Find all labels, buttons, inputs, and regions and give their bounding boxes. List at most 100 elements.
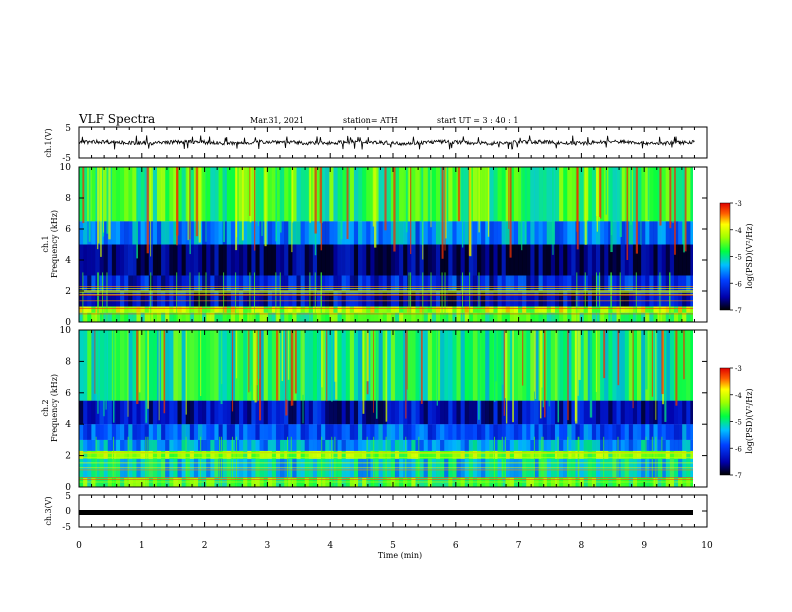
spectrogram-streak xyxy=(100,167,102,257)
spectrogram-cell xyxy=(632,221,638,245)
spectrogram-cell xyxy=(431,291,437,307)
spectrogram-cell xyxy=(115,244,121,276)
spectrogram-cell xyxy=(132,275,137,291)
spectrogram-cell xyxy=(620,450,625,459)
spectrogram-cell xyxy=(156,167,162,222)
spectrogram-cell xyxy=(181,424,186,440)
spectrogram-streak xyxy=(501,330,504,385)
spectrogram-cell xyxy=(641,291,646,307)
spectrogram-cell xyxy=(526,424,531,440)
spectrogram-cell xyxy=(649,439,654,451)
spectrogram-cell xyxy=(489,221,494,245)
spectrogram-cell xyxy=(341,400,346,425)
spectrogram-cell xyxy=(103,400,109,425)
spectrogram-cell xyxy=(497,167,502,222)
spectrogram-cell xyxy=(337,439,342,451)
spectrogram-cell xyxy=(288,275,293,291)
ch3-ytick-5: 5 xyxy=(65,492,71,502)
spectrogram-cell xyxy=(518,244,523,276)
spectrogram-cell xyxy=(308,275,314,291)
spectrogram-cell xyxy=(464,439,470,451)
spectrogram-streak xyxy=(185,330,187,415)
spectrogram-cell xyxy=(271,450,277,459)
spectrogram-streak xyxy=(635,167,639,254)
spectrogram-cell xyxy=(579,439,584,451)
spectrogram-cell xyxy=(120,167,125,222)
spectrogram-cell xyxy=(136,312,141,322)
spectrogram-cell xyxy=(366,424,371,440)
spectrogram-cell xyxy=(243,221,248,245)
spectrogram-cell xyxy=(415,450,420,459)
spectrogram-cell xyxy=(156,306,162,313)
spectrogram-cell xyxy=(308,306,314,313)
spectrogram-cell xyxy=(399,400,404,425)
spectrogram-streak xyxy=(669,272,671,322)
spectrogram-cell xyxy=(165,167,170,222)
spectrogram-cell xyxy=(173,439,178,451)
spectrogram-cell xyxy=(218,167,223,222)
spectrogram-cell xyxy=(411,439,416,451)
spectrogram-cell xyxy=(403,424,408,440)
spectrogram-cell xyxy=(284,306,289,313)
spectrogram-cell xyxy=(115,312,121,322)
spectrogram-cell xyxy=(144,312,150,322)
colorbar-tick-label: -6 xyxy=(735,445,742,453)
spectrogram-streak xyxy=(275,330,279,401)
spectrogram-cell xyxy=(546,221,552,245)
spectrogram-cell xyxy=(267,424,273,440)
spectrogram-cell xyxy=(501,167,507,222)
spectrogram-streak xyxy=(603,330,606,379)
spectrogram-streak xyxy=(444,167,447,239)
spectrogram-cell xyxy=(87,424,92,440)
spectrogram-cell xyxy=(538,424,543,440)
spectrogram-streak xyxy=(567,436,569,487)
spectrogram-cell xyxy=(456,275,461,291)
spectrogram-cell xyxy=(513,306,519,313)
spectrogram-cell xyxy=(173,424,178,440)
spectrogram-streak xyxy=(254,272,256,322)
spectrogram-cell xyxy=(140,221,145,245)
spectrogram-cell xyxy=(390,291,396,307)
spectrogram-cell xyxy=(448,330,453,401)
spectrogram-cell xyxy=(296,439,301,451)
spectrogram-cell xyxy=(485,221,490,245)
spectrogram-cell xyxy=(600,400,605,425)
frequency-tick-label: 0 xyxy=(65,318,71,328)
spectrogram-cell xyxy=(600,439,605,451)
spectrogram-line xyxy=(79,479,693,480)
spectrogram-cell xyxy=(678,306,683,313)
spectrogram-cell xyxy=(239,244,244,276)
spectrogram-cell xyxy=(419,275,424,291)
spectrogram-cell xyxy=(325,400,330,425)
spectrogram-cell xyxy=(99,244,104,276)
spectrogram-cell xyxy=(464,424,470,440)
spectrogram-cell xyxy=(563,167,568,222)
frequency-tick-label: 6 xyxy=(65,225,71,235)
spectrogram-cell xyxy=(189,312,195,322)
spectrogram-cell xyxy=(493,167,498,222)
spectrogram-cell xyxy=(456,330,461,401)
spectrogram-cell xyxy=(657,400,662,425)
spectrogram-cell xyxy=(218,450,223,459)
spectrogram-cell xyxy=(591,291,597,307)
ch3-ytick-0: 0 xyxy=(65,507,71,517)
spectrogram-cell xyxy=(300,424,305,440)
spectrogram-cell xyxy=(489,439,494,451)
spectrogram-streak xyxy=(326,330,328,402)
spectrogram-cell xyxy=(472,244,478,276)
spectrogram-cell xyxy=(288,221,293,245)
spectrogram-cell xyxy=(682,244,687,276)
spectrogram-cell xyxy=(185,439,191,451)
spectrogram-cell xyxy=(399,221,404,245)
spectrogram-line xyxy=(79,286,693,287)
spectrogram-streak xyxy=(587,167,589,221)
spectrogram-cell xyxy=(255,167,260,222)
spectrogram-cell xyxy=(559,167,564,222)
spectrogram-cell xyxy=(448,306,453,313)
spectrogram-cell xyxy=(612,221,617,245)
spectrogram-cell xyxy=(419,450,424,459)
spectrogram-cell xyxy=(657,439,662,451)
spectrogram-cell xyxy=(440,400,445,425)
spectrogram-cell xyxy=(403,306,408,313)
spectrogram-cell xyxy=(202,450,207,459)
